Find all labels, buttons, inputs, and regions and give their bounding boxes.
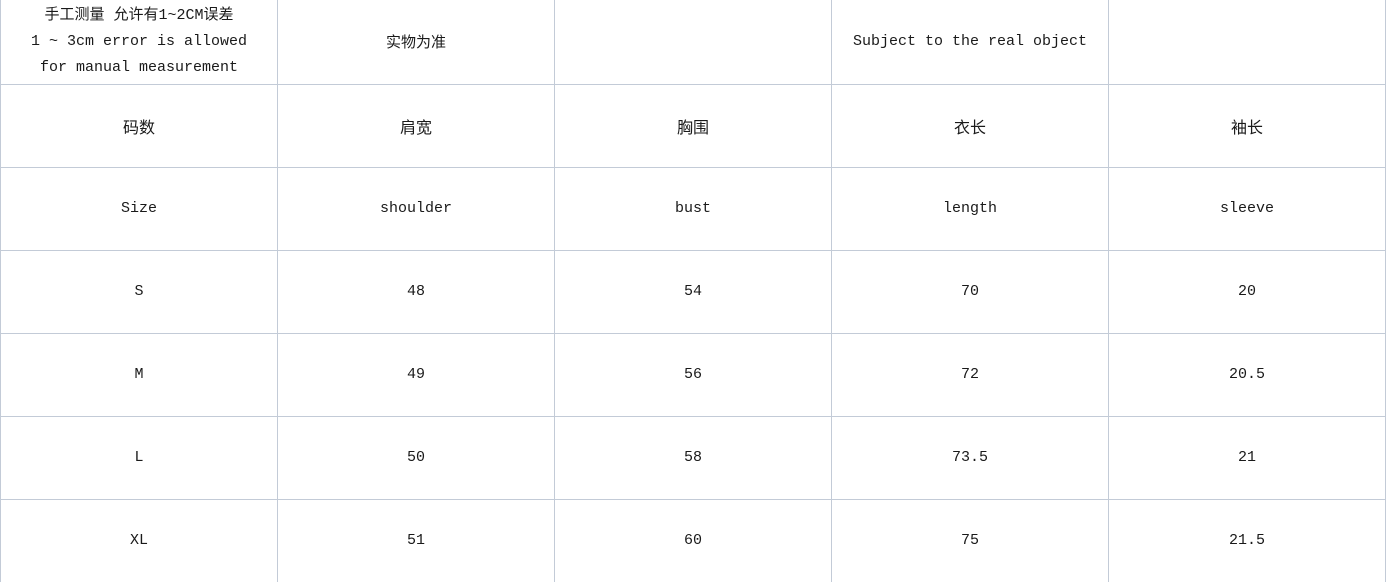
header-bust-en: bust bbox=[554, 166, 832, 251]
cell-length: 73.5 bbox=[831, 415, 1109, 500]
header-size-en: Size bbox=[0, 166, 278, 251]
note-measurement-cn: 手工测量 允许有1~2CM误差 bbox=[44, 6, 234, 24]
note-empty-cell-2 bbox=[1108, 0, 1386, 85]
table-row-size-m: M 49 56 72 20.5 bbox=[0, 332, 1386, 417]
cell-size: XL bbox=[0, 498, 278, 582]
cell-length: 70 bbox=[831, 249, 1109, 334]
cell-bust: 58 bbox=[554, 415, 832, 500]
table-row-size-l: L 50 58 73.5 21 bbox=[0, 415, 1386, 500]
note-real-object-cn-cell: 实物为准 bbox=[277, 0, 555, 85]
header-shoulder-cn: 肩宽 bbox=[277, 83, 555, 168]
cell-bust: 56 bbox=[554, 332, 832, 417]
cell-sleeve: 20.5 bbox=[1108, 332, 1386, 417]
note-empty-cell-1 bbox=[554, 0, 832, 85]
cell-length: 75 bbox=[831, 498, 1109, 582]
cell-sleeve: 20 bbox=[1108, 249, 1386, 334]
header-length-cn: 衣长 bbox=[831, 83, 1109, 168]
cell-sleeve: 21 bbox=[1108, 415, 1386, 500]
table-row-size-s: S 48 54 70 20 bbox=[0, 249, 1386, 334]
header-length-en: length bbox=[831, 166, 1109, 251]
note-measurement-en2: for manual measurement bbox=[39, 58, 239, 76]
notes-row: 手工测量 允许有1~2CM误差 1 ~ 3cm error is allowed… bbox=[0, 0, 1386, 85]
note-measurement-en1: 1 ~ 3cm error is allowed bbox=[30, 32, 248, 50]
cell-sleeve: 21.5 bbox=[1108, 498, 1386, 582]
cell-shoulder: 48 bbox=[277, 249, 555, 334]
cell-shoulder: 51 bbox=[277, 498, 555, 582]
header-row-en: Size shoulder bust length sleeve bbox=[0, 166, 1386, 251]
cell-length: 72 bbox=[831, 332, 1109, 417]
cell-shoulder: 50 bbox=[277, 415, 555, 500]
note-measurement-cell: 手工测量 允许有1~2CM误差 1 ~ 3cm error is allowed… bbox=[0, 0, 278, 85]
cell-bust: 54 bbox=[554, 249, 832, 334]
header-size-cn: 码数 bbox=[0, 83, 278, 168]
cell-size: M bbox=[0, 332, 278, 417]
cell-shoulder: 49 bbox=[277, 332, 555, 417]
header-sleeve-en: sleeve bbox=[1108, 166, 1386, 251]
cell-size: L bbox=[0, 415, 278, 500]
note-real-object-en-cell: Subject to the real object bbox=[831, 0, 1109, 85]
header-shoulder-en: shoulder bbox=[277, 166, 555, 251]
table-row-size-xl: XL 51 60 75 21.5 bbox=[0, 498, 1386, 582]
cell-bust: 60 bbox=[554, 498, 832, 582]
header-row-cn: 码数 肩宽 胸围 衣长 袖长 bbox=[0, 83, 1386, 168]
header-sleeve-cn: 袖长 bbox=[1108, 83, 1386, 168]
cell-size: S bbox=[0, 249, 278, 334]
header-bust-cn: 胸围 bbox=[554, 83, 832, 168]
